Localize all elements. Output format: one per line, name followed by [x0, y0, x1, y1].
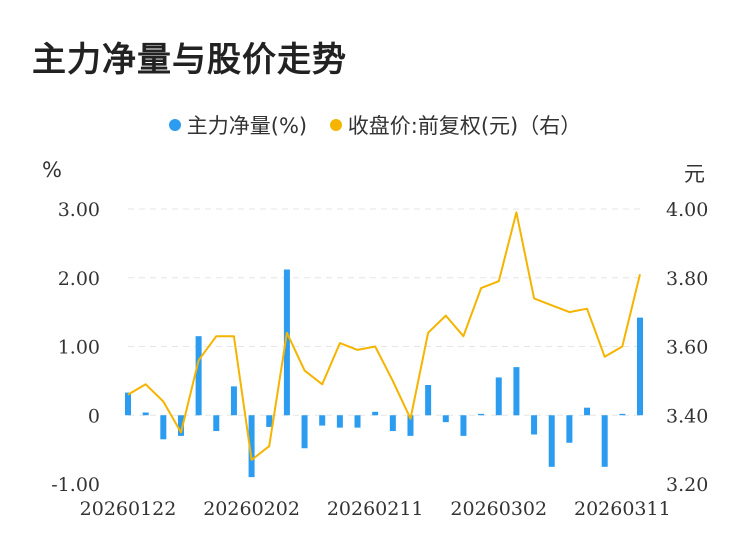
- left-y-tick-label: 2.00: [58, 268, 100, 290]
- legend-item-close-price[interactable]: 收盘价:前复权(元)（右）: [329, 110, 582, 140]
- bar[interactable]: [584, 407, 591, 416]
- bar[interactable]: [195, 336, 202, 416]
- chart-title: 主力净量与股价走势: [32, 40, 347, 80]
- left-y-tick-label: 1.00: [58, 337, 100, 359]
- bar[interactable]: [230, 386, 237, 416]
- bar[interactable]: [177, 415, 184, 436]
- gridlines: [128, 208, 640, 416]
- bar[interactable]: [407, 415, 414, 436]
- left-y-tick-label: 3.00: [58, 199, 100, 221]
- bar[interactable]: [442, 415, 449, 423]
- bar[interactable]: [354, 415, 361, 428]
- bar[interactable]: [372, 411, 379, 416]
- bar[interactable]: [460, 415, 467, 436]
- legend-label-net-flow: 主力净量(%): [186, 114, 308, 138]
- bar[interactable]: [531, 415, 538, 435]
- x-tick-label: 20260302: [450, 498, 547, 520]
- bar-series: [125, 269, 643, 478]
- bar[interactable]: [125, 392, 131, 416]
- right-y-tick-label: 4.00: [666, 199, 708, 221]
- bar[interactable]: [548, 415, 555, 467]
- bar[interactable]: [248, 415, 255, 478]
- line-series: [127, 211, 641, 461]
- bar[interactable]: [619, 413, 626, 416]
- bar[interactable]: [319, 415, 326, 426]
- bar[interactable]: [266, 415, 273, 427]
- right-y-tick-label: 3.60: [666, 337, 708, 359]
- bar[interactable]: [142, 412, 149, 416]
- right-axis-unit: 元: [684, 162, 705, 186]
- legend-dot-bar: [168, 119, 181, 131]
- bar[interactable]: [495, 377, 502, 416]
- x-tick-label: 20260211: [327, 498, 424, 520]
- x-tick-label: 20260122: [80, 498, 177, 520]
- bar[interactable]: [283, 269, 290, 416]
- left-axis-unit: %: [42, 158, 62, 182]
- bar[interactable]: [389, 415, 396, 432]
- right-y-tick-label: 3.40: [666, 405, 708, 427]
- bar[interactable]: [160, 415, 167, 440]
- bar[interactable]: [637, 317, 643, 416]
- bar[interactable]: [213, 415, 220, 432]
- bar[interactable]: [478, 413, 485, 416]
- left-y-tick-label: -1.00: [51, 474, 100, 496]
- legend-item-net-flow[interactable]: 主力净量(%): [168, 110, 308, 140]
- x-tick-label: 20260202: [203, 498, 300, 520]
- bar[interactable]: [425, 385, 432, 416]
- right-y-axis: 4.00 3.80 3.60 3.40 3.20: [666, 199, 708, 496]
- right-y-tick-label: 3.80: [666, 268, 708, 290]
- bar[interactable]: [566, 415, 573, 443]
- close-price-line[interactable]: [127, 211, 641, 461]
- bar[interactable]: [513, 367, 520, 416]
- x-tick-label: 20260311: [574, 498, 671, 520]
- bar[interactable]: [601, 415, 608, 467]
- legend-dot-line: [329, 119, 342, 131]
- left-y-axis: 3.00 2.00 1.00 0 -1.00: [51, 199, 100, 496]
- bar[interactable]: [336, 415, 343, 428]
- legend-label-close-price: 收盘价:前复权(元)（右）: [347, 114, 582, 138]
- bar[interactable]: [301, 415, 308, 449]
- x-axis: 20260122 20260202 20260211 20260302 20260311: [80, 498, 671, 520]
- right-y-tick-label: 3.20: [666, 474, 708, 496]
- left-y-tick-label: 0: [88, 405, 100, 427]
- legend: 主力净量(%) 收盘价:前复权(元)（右）: [0, 110, 750, 140]
